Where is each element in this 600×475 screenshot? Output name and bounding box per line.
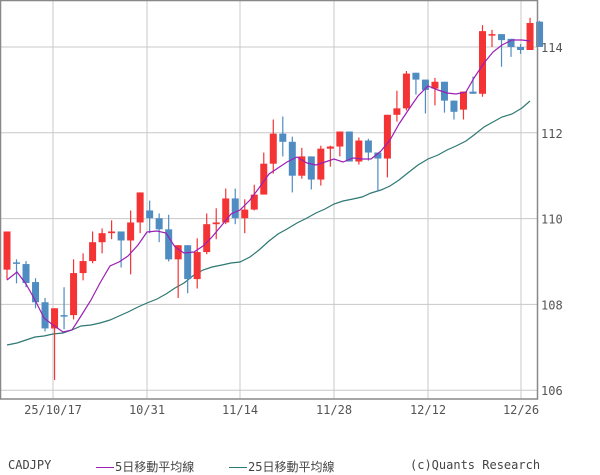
candle-body (298, 156, 306, 176)
candle-body (231, 198, 239, 219)
y-tick-label: 114 (541, 41, 563, 55)
y-tick-label: 106 (541, 384, 563, 398)
candle-body (412, 72, 420, 80)
x-tick-label: 10/31 (129, 403, 165, 417)
candle-body (193, 252, 201, 280)
candle-body (165, 229, 173, 260)
candle-body (32, 282, 40, 303)
x-tick-label: 12/26 (503, 403, 539, 417)
candlestick-chart: 106 108 110 112 114 25/10/17 10/31 11/14 11/28 1… (0, 0, 563, 417)
candle-body (222, 198, 230, 223)
plot-frame (0, 0, 539, 400)
candle-body (383, 114, 391, 159)
legend-ma25-label: 25日移動平均線 (248, 460, 335, 474)
candle-body (317, 148, 325, 180)
candle-body (364, 140, 372, 153)
candle-body (89, 242, 97, 262)
candle-body (479, 31, 486, 94)
candle-body (307, 156, 315, 180)
candle-body (421, 79, 429, 90)
candle-body (459, 91, 467, 110)
x-tick-label: 11/28 (316, 403, 352, 417)
candle-body (203, 224, 211, 253)
candle-body (269, 133, 277, 164)
candle-body (402, 73, 410, 109)
y-tick-label: 110 (541, 213, 563, 227)
legend-ma5: 5日移動平均線 (96, 458, 194, 475)
candle-body (13, 262, 21, 264)
ma25-line (6, 100, 531, 346)
candle-body (393, 108, 401, 115)
symbol-label: CADJPY (8, 458, 52, 472)
ma25-swatch-icon (229, 467, 247, 468)
y-axis-labels: 106 108 110 112 114 (541, 41, 563, 398)
ma-polyline (6, 39, 531, 333)
candle-body (469, 91, 477, 94)
candle-body (146, 210, 154, 219)
candle-body (260, 163, 268, 195)
candle-body (374, 152, 382, 159)
candle-body (536, 21, 544, 47)
candle-body (355, 140, 363, 162)
candle-body (250, 194, 258, 210)
ma5-line (6, 39, 531, 333)
candle-body (79, 261, 87, 274)
candle-body (450, 100, 458, 112)
candle-body (488, 34, 496, 36)
candle-body (498, 34, 506, 41)
ma-polyline (6, 100, 531, 346)
ma5-swatch-icon (96, 467, 114, 468)
candle-body (127, 222, 135, 241)
candle-body (526, 22, 534, 51)
y-tick-label: 108 (541, 298, 563, 312)
candle-body (431, 81, 439, 89)
x-tick-label: 12/12 (410, 403, 446, 417)
x-tick-label: 11/14 (222, 403, 258, 417)
candle-body (326, 146, 334, 149)
candle-body (3, 231, 11, 270)
candle-body (22, 264, 30, 283)
candle-body (345, 131, 353, 162)
candle-body (279, 133, 287, 142)
candle-body (51, 308, 59, 329)
candle-body (108, 231, 116, 234)
candle-body (212, 222, 220, 225)
candle-body (184, 245, 192, 280)
candle-body (136, 192, 144, 223)
legend-ma25: 25日移動平均線 (229, 458, 334, 475)
candle-body (70, 273, 78, 316)
candle-body (155, 218, 163, 230)
copyright: (c)Quants Research (410, 458, 541, 472)
x-axis-labels: 25/10/17 10/31 11/14 11/28 12/12 12/26 (24, 403, 539, 417)
candle-body (174, 245, 182, 260)
candle-body (241, 209, 249, 219)
candle-body (517, 47, 525, 51)
candle-body (117, 231, 125, 241)
candle-body (336, 131, 344, 147)
candle-body (60, 315, 68, 317)
y-tick-label: 112 (541, 127, 563, 141)
candle-body (440, 81, 448, 101)
grid-lines (0, 0, 537, 399)
candle-body (98, 233, 106, 243)
candle-body (41, 302, 49, 329)
legend-ma5-label: 5日移動平均線 (115, 460, 195, 474)
candles (3, 17, 544, 380)
candle-body (507, 38, 515, 47)
x-tick-label: 25/10/17 (24, 403, 82, 417)
